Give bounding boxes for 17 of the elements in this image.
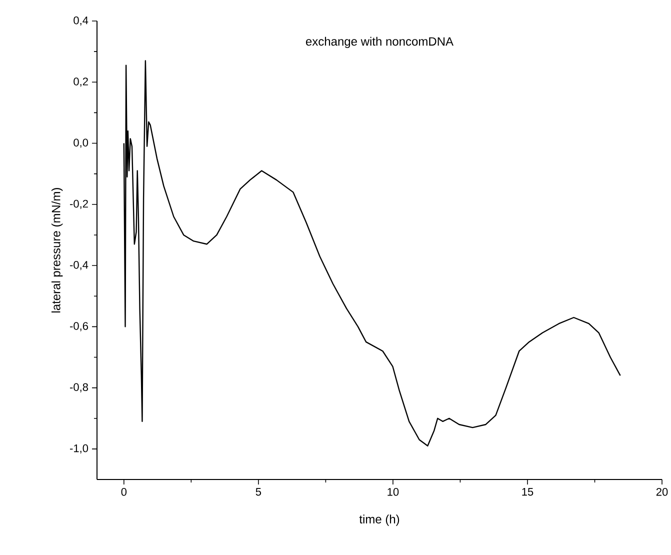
x-axis-title: time (h) — [359, 514, 400, 526]
text: exchange with noncomDNA — [306, 36, 454, 48]
x-tick-label: 0 — [121, 488, 127, 496]
y-tick-label: -0,8 — [70, 383, 88, 392]
x-tick-label: 5 — [256, 488, 262, 496]
y-tick-label: -0,6 — [70, 322, 88, 332]
x-tick-label: 15 — [522, 488, 534, 496]
x-tick-label: 20 — [656, 488, 668, 496]
line-series — [123, 60, 621, 446]
x-tick-label: 10 — [388, 488, 399, 496]
y-tick-label: 0,4 — [74, 16, 88, 26]
y-tick-label: -1,0 — [70, 444, 88, 454]
y-tick-label: -0,4 — [70, 260, 88, 270]
y-axis-title: lateral pressure (mN/m) — [51, 188, 63, 312]
y-tick-label: 0,0 — [74, 138, 88, 148]
y-tick-label: -0,2 — [70, 200, 88, 209]
y-tick-label: 0,2 — [74, 78, 88, 87]
